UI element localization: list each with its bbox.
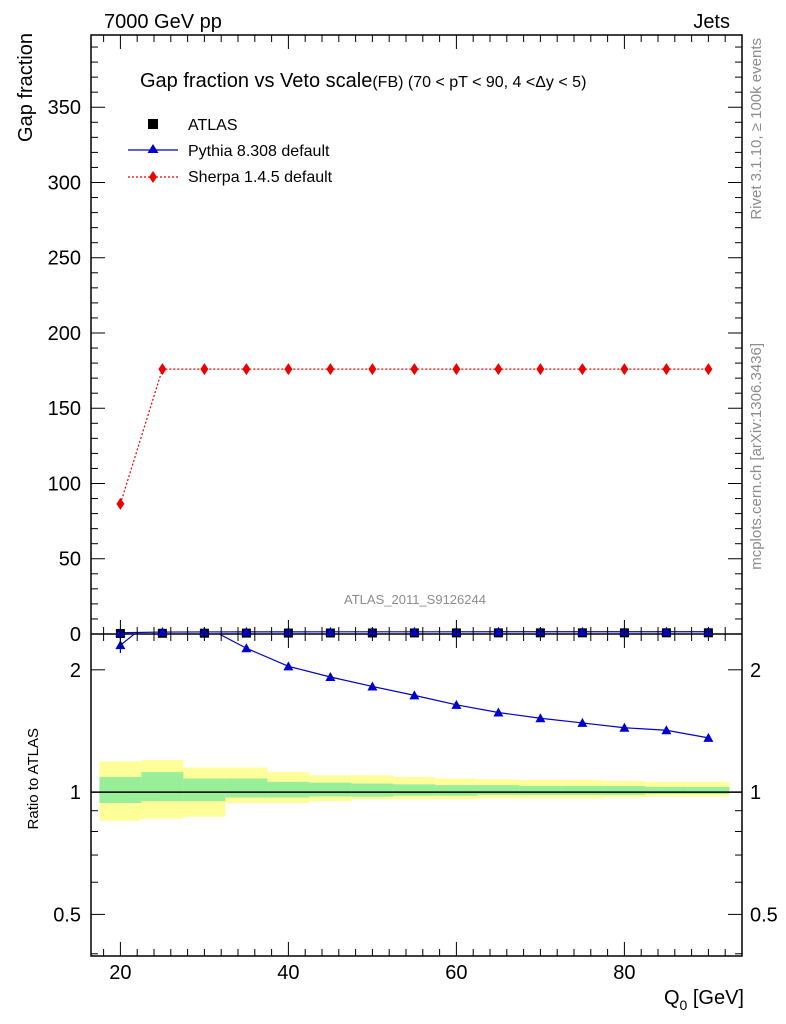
energy-label: 7000 GeV pp [104,11,222,33]
y-tick-label: 50 [59,549,81,571]
stat-uncertainty-band [141,772,184,802]
sherpa-point [536,363,545,376]
y-tick-label: 100 [48,473,81,495]
pythia-ratio-point [661,725,672,735]
legend-atlas-label: ATLAS [188,117,238,134]
stat-uncertainty-band [687,786,730,794]
stat-uncertainty-band [183,778,226,802]
sherpa-point [494,363,503,376]
y-tick-label: 300 [48,172,81,194]
pythia-ratio-point [619,722,630,732]
pythia-ratio-point [409,690,420,700]
pythia-ratio-point [493,707,504,717]
sherpa-point [116,497,125,510]
stat-uncertainty-band [267,781,310,798]
stat-uncertainty-band [393,784,436,796]
y-tick-label: 350 [48,97,81,119]
y-tick-label: 150 [48,398,81,420]
x-tick-label: 60 [445,962,467,984]
sherpa-point [158,363,167,376]
y-tick-label: 200 [48,323,81,345]
analysis-watermark: ATLAS_2011_S9126244 [344,592,486,607]
sherpa-line [119,368,709,504]
pythia-point [157,627,168,637]
x-tick-label: 40 [277,962,299,984]
stat-uncertainty-band [225,778,268,798]
pythia-point [577,626,588,636]
ratio-tick-label: 1 [70,782,81,804]
process-label: Jets [693,11,730,33]
sherpa-point [242,363,251,376]
stat-uncertainty-band [351,783,394,797]
x-tick-label: 20 [109,962,131,984]
legend-sherpa-marker [149,171,157,183]
y-tick-label: 0 [70,624,81,646]
ratio-tick-label: 0.5 [53,904,81,926]
plot-title-main: Gap fraction vs Veto scale [140,70,372,92]
rivet-label: Rivet 3.1.10, ≥ 100k events [748,38,765,220]
sherpa-point [578,363,587,376]
sherpa-point [620,363,629,376]
mcplots-label: mcplots.cern.ch [arXiv:1306.3436] [748,343,765,570]
x-tick-label: 80 [613,962,635,984]
sherpa-point [326,363,335,376]
legend-pythia-label: Pythia 8.308 default [188,143,330,160]
stat-uncertainty-band [519,786,562,795]
pythia-ratio-point [451,699,462,709]
stat-uncertainty-band [477,785,520,795]
stat-uncertainty-band [561,786,604,795]
pythia-point [493,626,504,636]
pythia-point [325,626,336,636]
pythia-ratio-point [325,672,336,682]
ratio-tick-label: 2 [70,660,81,682]
y-axis-title: Gap fraction [15,33,37,142]
plot-title: Gap fraction vs Veto scale(FB) (70 < pT … [140,70,586,92]
x-axis-title-sub: 0 [680,997,688,1013]
x-axis-title: Q0 [GeV] [664,987,744,1013]
x-axis-title-unit: [GeV] [687,987,744,1009]
pythia-point [661,626,672,636]
plot-title-sub: (FB) (70 < pT < 90, 4 <Δy < 5) [372,74,586,91]
ratio-tick-label-right: 2 [750,660,761,682]
pythia-point [409,626,420,636]
pythia-ratio-point [241,643,252,653]
sherpa-point [410,363,419,376]
stat-uncertainty-band [645,786,688,794]
stat-uncertainty-band [435,785,478,796]
stat-uncertainty-band [309,782,352,797]
x-axis-title-base: Q [664,987,680,1009]
plot-frame [90,34,743,957]
sherpa-point [368,363,377,376]
legend-pythia-marker [147,144,159,153]
stat-uncertainty-band [603,786,646,795]
sherpa-point [452,363,461,376]
stat-uncertainty-band [99,776,142,804]
pythia-ratio-point [283,661,294,671]
ratio-axis-title: Ratio to ATLAS [25,728,42,829]
sherpa-point [284,363,293,376]
legend-sherpa-label: Sherpa 1.4.5 default [188,169,333,186]
ratio-tick-label-right: 1 [750,782,761,804]
legend: ATLAS Pythia 8.308 default Sherpa 1.4.5 … [128,117,333,186]
ratio-tick-label-right: 0.5 [750,904,778,926]
y-tick-label: 250 [48,248,81,270]
pythia-ratio-point [577,717,588,727]
sherpa-point [704,363,713,376]
sherpa-point [200,363,209,376]
sherpa-point [662,363,671,376]
legend-atlas-marker [148,119,158,129]
pythia-ratio-point [703,732,714,742]
pythia-ratio-point [535,713,546,723]
pythia-point [241,626,252,636]
chart-marks: 0 50 100 150 200 250 300 350 20 40 60 80 0.5 0.5 1 1 2 2 [48,34,778,984]
pythia-ratio-point [367,681,378,691]
